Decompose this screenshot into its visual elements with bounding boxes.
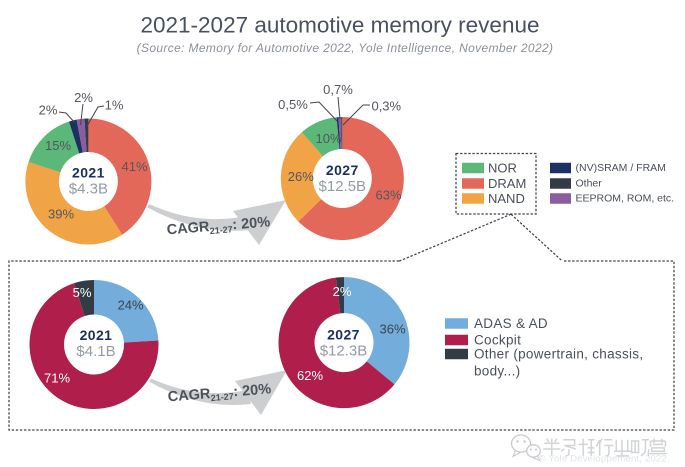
svg-text:NOR: NOR: [488, 161, 517, 176]
svg-text:NAND: NAND: [488, 191, 525, 206]
svg-text:$12.5B: $12.5B: [319, 178, 367, 195]
svg-text:Cockpit: Cockpit: [474, 333, 521, 348]
svg-text:36%: 36%: [379, 322, 405, 337]
svg-text:2027: 2027: [326, 162, 359, 178]
svg-text:39%: 39%: [48, 207, 74, 222]
svg-text:DRAM: DRAM: [488, 176, 526, 191]
svg-text:$4.1B: $4.1B: [76, 343, 115, 360]
svg-text:15%: 15%: [45, 138, 71, 153]
svg-text:41%: 41%: [121, 159, 147, 174]
svg-text:© Yole Développement, 2022: © Yole Développement, 2022: [539, 454, 667, 465]
svg-text:2%: 2%: [333, 284, 352, 299]
svg-text:$4.3B: $4.3B: [69, 180, 108, 197]
svg-text:63%: 63%: [375, 188, 401, 203]
svg-text:2021: 2021: [80, 327, 113, 343]
svg-text:2%: 2%: [39, 103, 58, 118]
svg-text:ADAS & AD: ADAS & AD: [474, 316, 548, 331]
svg-text:10%: 10%: [315, 131, 341, 146]
svg-text:1%: 1%: [105, 98, 124, 113]
svg-text:EEPROM, ROM, etc.: EEPROM, ROM, etc.: [576, 193, 675, 205]
svg-text:2021: 2021: [72, 164, 105, 180]
svg-text:Other: Other: [576, 178, 603, 190]
svg-text:26%: 26%: [288, 169, 314, 184]
svg-text:5%: 5%: [73, 285, 92, 300]
svg-text:(Source: Memory for Automotive: (Source: Memory for Automotive 2022, Yol…: [137, 41, 554, 55]
svg-text:2021-2027 automotive memory re: 2021-2027 automotive memory revenue: [141, 13, 540, 38]
svg-text:0,7%: 0,7%: [323, 82, 353, 97]
svg-text:0,5%: 0,5%: [278, 97, 308, 112]
svg-text:(NV)SRAM / FRAM: (NV)SRAM / FRAM: [576, 162, 666, 174]
svg-text:2%: 2%: [74, 90, 93, 105]
svg-text:Other (powertrain, chassis,: Other (powertrain, chassis,: [474, 347, 643, 362]
svg-text:0,3%: 0,3%: [371, 99, 401, 114]
svg-text:24%: 24%: [118, 298, 144, 313]
svg-text:$12.3B: $12.3B: [320, 342, 368, 359]
svg-text:62%: 62%: [297, 368, 323, 383]
svg-text:2027: 2027: [327, 327, 360, 343]
svg-text:71%: 71%: [44, 371, 70, 386]
svg-text:body...): body...): [474, 364, 520, 379]
